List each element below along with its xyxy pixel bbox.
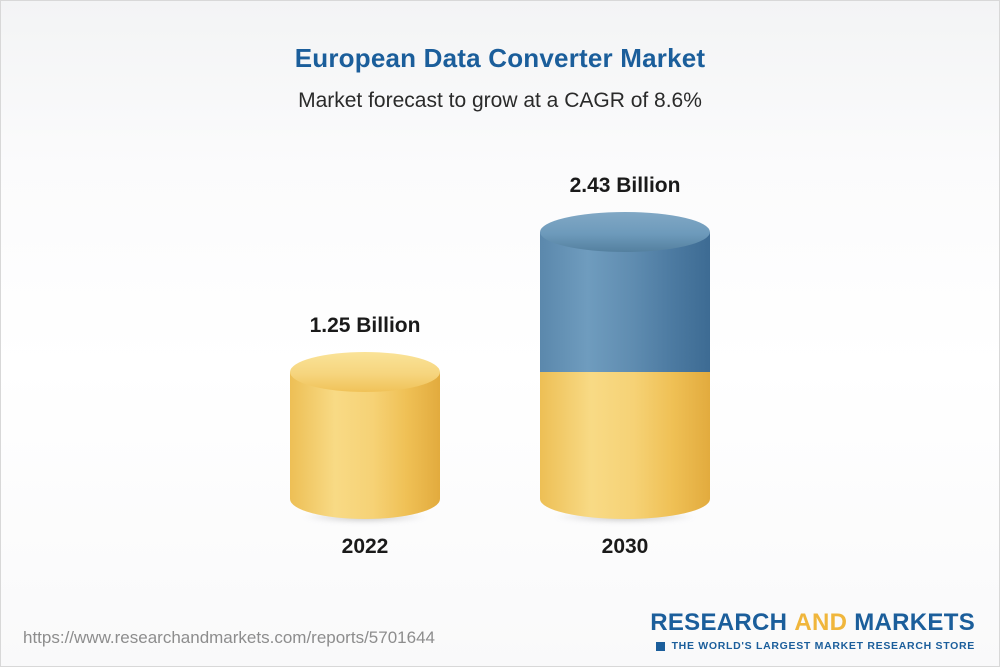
category-label-2030: 2030: [601, 535, 649, 558]
cylinder-2030-base-segment: [540, 371, 710, 519]
chart-column-2022: 1.25 Billion 2022: [278, 313, 452, 560]
page-title: European Data Converter Market: [294, 43, 706, 73]
cylinder-2030-top: [540, 212, 710, 253]
value-label-2022: 1.25 Billion: [309, 313, 421, 337]
logo-word-research: RESEARCH: [650, 609, 788, 636]
cylinder-2022-top: [290, 351, 440, 392]
square-icon: [655, 641, 665, 651]
page-subtitle: Market forecast to grow at a CAGR of 8.6…: [298, 89, 702, 112]
logo-word-markets: MARKETS: [854, 609, 975, 636]
logo-tagline-text: THE WORLD'S LARGEST MARKET RESEARCH STOR…: [671, 640, 975, 652]
cylinder-2030-growth-segment: [540, 232, 710, 372]
value-label-2030: 2.43 Billion: [569, 174, 681, 198]
bar-chart: 1.25 Billion 2022 2.43 Billion 2030: [1, 174, 999, 559]
cylinder-2030-stack: [540, 232, 710, 519]
logo-wordmark: RESEARCH AND MARKETS: [650, 609, 975, 637]
chart-header: European Data Converter Market Market fo…: [1, 43, 999, 113]
logo-word-and: AND: [794, 609, 848, 636]
category-label-2022: 2022: [341, 535, 389, 558]
footer-url: https://www.researchandmarkets.com/repor…: [23, 628, 435, 647]
logo-tagline: THE WORLD'S LARGEST MARKET RESEARCH STOR…: [650, 640, 975, 652]
chart-column-2030: 2.43 Billion 2030: [526, 174, 724, 559]
cylinder-2022: [278, 351, 452, 526]
research-and-markets-logo: RESEARCH AND MARKETS THE WORLD'S LARGEST M…: [650, 609, 975, 652]
cylinder-2030: [526, 212, 724, 526]
cylinder-2022-body: [290, 371, 440, 519]
